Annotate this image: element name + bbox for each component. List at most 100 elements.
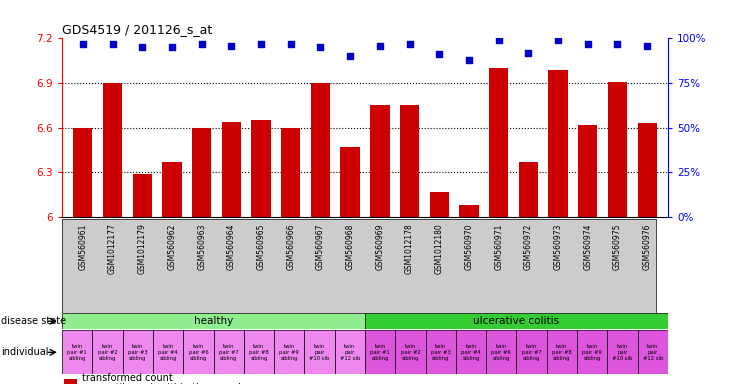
Text: percentile rank within the sample: percentile rank within the sample <box>82 383 247 384</box>
Text: twin
pair #9
sibling: twin pair #9 sibling <box>280 344 299 361</box>
Text: twin
pair #2
sibling: twin pair #2 sibling <box>98 344 118 361</box>
Text: ulcerative colitis: ulcerative colitis <box>474 316 559 326</box>
Bar <box>548 70 568 217</box>
Bar <box>123 330 153 374</box>
Text: GSM560967: GSM560967 <box>316 223 325 270</box>
Text: twin
pair #8
sibling: twin pair #8 sibling <box>249 344 269 361</box>
Text: GSM1012178: GSM1012178 <box>405 223 414 274</box>
Bar <box>426 330 456 374</box>
Bar <box>429 192 449 217</box>
Bar <box>396 330 426 374</box>
Point <box>107 41 118 47</box>
Text: GSM560973: GSM560973 <box>553 223 563 270</box>
Bar <box>486 330 517 374</box>
Text: twin
pair #7
sibling: twin pair #7 sibling <box>219 344 239 361</box>
Bar <box>607 330 638 374</box>
Bar <box>304 330 335 374</box>
Point <box>523 50 534 56</box>
Bar <box>133 174 152 217</box>
Text: transformed count: transformed count <box>82 373 172 383</box>
Text: individual: individual <box>1 347 49 358</box>
Text: GSM560963: GSM560963 <box>197 223 206 270</box>
Bar <box>62 313 365 329</box>
Bar <box>638 330 668 374</box>
Point <box>434 51 445 58</box>
Point <box>612 41 623 47</box>
Bar <box>192 128 211 217</box>
Bar <box>547 330 577 374</box>
Bar <box>244 330 274 374</box>
Bar <box>73 128 93 217</box>
Point <box>374 43 385 49</box>
Point <box>552 37 564 43</box>
Text: GSM560961: GSM560961 <box>78 223 88 270</box>
Text: GSM560968: GSM560968 <box>345 223 355 270</box>
Text: twin
pair
#12 sib: twin pair #12 sib <box>642 344 663 361</box>
Text: GSM560972: GSM560972 <box>524 223 533 270</box>
Point <box>463 57 474 63</box>
Bar <box>311 83 330 217</box>
Bar <box>62 330 93 374</box>
Text: twin
pair #3
sibling: twin pair #3 sibling <box>128 344 147 361</box>
Text: twin
pair #1
sibling: twin pair #1 sibling <box>370 344 390 361</box>
Text: twin
pair #4
sibling: twin pair #4 sibling <box>461 344 481 361</box>
Bar <box>608 81 627 217</box>
Point <box>285 41 296 47</box>
Bar <box>456 330 486 374</box>
Text: GSM1012179: GSM1012179 <box>138 223 147 275</box>
Point <box>404 41 415 47</box>
Text: twin
pair #2
sibling: twin pair #2 sibling <box>401 344 420 361</box>
Point <box>226 43 237 49</box>
Text: twin
pair #7
sibling: twin pair #7 sibling <box>522 344 542 361</box>
Bar <box>459 205 479 217</box>
Point <box>642 43 653 49</box>
Bar <box>222 122 241 217</box>
Bar <box>577 330 607 374</box>
Bar <box>370 105 390 217</box>
Point <box>315 44 326 50</box>
Point <box>196 41 207 47</box>
Text: twin
pair
#10 sib: twin pair #10 sib <box>310 344 330 361</box>
Point <box>345 53 356 59</box>
Bar <box>517 330 547 374</box>
Point <box>255 41 267 47</box>
Bar <box>93 330 123 374</box>
Bar <box>489 68 508 217</box>
Bar <box>365 330 396 374</box>
Text: GSM560969: GSM560969 <box>375 223 385 270</box>
Bar <box>214 330 244 374</box>
Text: twin
pair #9
sibling: twin pair #9 sibling <box>583 344 602 361</box>
Text: disease state: disease state <box>1 316 66 326</box>
Text: GSM560974: GSM560974 <box>583 223 592 270</box>
Text: twin
pair #6
sibling: twin pair #6 sibling <box>188 344 208 361</box>
Bar <box>162 162 182 217</box>
Point <box>582 41 593 47</box>
Bar <box>153 330 183 374</box>
Text: twin
pair #3
sibling: twin pair #3 sibling <box>431 344 450 361</box>
Bar <box>103 83 122 217</box>
Text: GSM560966: GSM560966 <box>286 223 295 270</box>
Bar <box>519 162 538 217</box>
Text: GSM560964: GSM560964 <box>227 223 236 270</box>
Bar <box>365 313 668 329</box>
Text: GSM560976: GSM560976 <box>642 223 652 270</box>
Text: GSM560965: GSM560965 <box>256 223 266 270</box>
Bar <box>340 147 360 217</box>
Bar <box>183 330 214 374</box>
Text: twin
pair #1
sibling: twin pair #1 sibling <box>67 344 87 361</box>
Text: twin
pair
#12 sib: twin pair #12 sib <box>339 344 360 361</box>
Bar <box>274 330 304 374</box>
Bar <box>578 125 597 217</box>
Text: GSM560975: GSM560975 <box>613 223 622 270</box>
Point <box>77 41 88 47</box>
Text: twin
pair
#10 sib: twin pair #10 sib <box>612 344 633 361</box>
Text: GSM560962: GSM560962 <box>167 223 177 270</box>
Bar <box>281 128 301 217</box>
Bar <box>335 330 365 374</box>
Bar <box>400 105 419 217</box>
Point <box>166 44 178 50</box>
Bar <box>637 123 657 217</box>
Text: GSM1012177: GSM1012177 <box>108 223 117 275</box>
Text: GDS4519 / 201126_s_at: GDS4519 / 201126_s_at <box>62 23 212 36</box>
Text: GSM560971: GSM560971 <box>494 223 503 270</box>
